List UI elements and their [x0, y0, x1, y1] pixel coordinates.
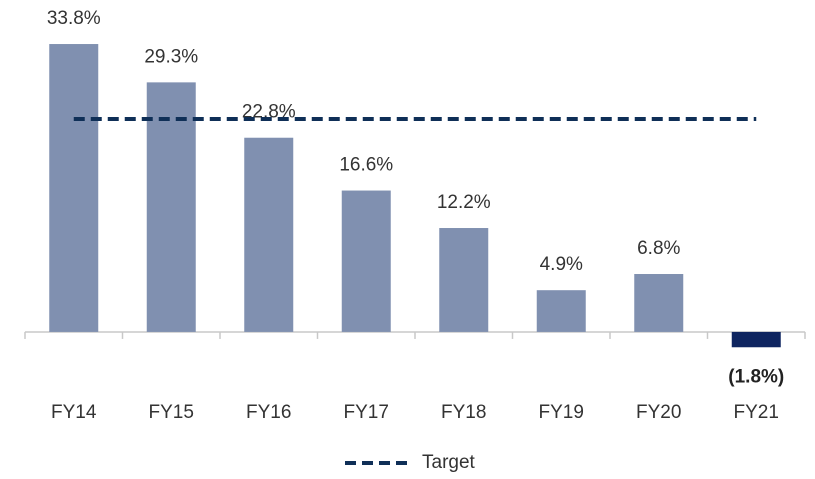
data-label: 12.2%: [437, 192, 491, 213]
x-tick-label: FY21: [734, 402, 779, 423]
x-tick-label: FY18: [441, 402, 486, 423]
x-tick-label: FY15: [149, 402, 194, 423]
x-tick-label: FY14: [51, 402, 97, 423]
bar: [536, 290, 586, 332]
x-tick-label: FY17: [344, 402, 389, 423]
legend-label: Target: [422, 452, 476, 473]
data-label: 6.8%: [637, 238, 680, 259]
x-tick-label: FY16: [246, 402, 291, 423]
bar: [146, 82, 196, 332]
data-label: 29.3%: [144, 46, 198, 67]
bar: [341, 190, 391, 332]
bar: [244, 137, 294, 332]
data-label: 16.6%: [339, 155, 393, 176]
bar: [634, 274, 684, 332]
data-label: 4.9%: [540, 254, 583, 275]
x-tick-label: FY19: [539, 402, 584, 423]
data-label: (1.8%): [728, 366, 784, 387]
data-label: 33.8%: [47, 8, 101, 29]
bar: [731, 331, 781, 348]
x-tick-label: FY20: [636, 402, 681, 423]
bar: [49, 44, 99, 332]
bar: [439, 228, 489, 332]
